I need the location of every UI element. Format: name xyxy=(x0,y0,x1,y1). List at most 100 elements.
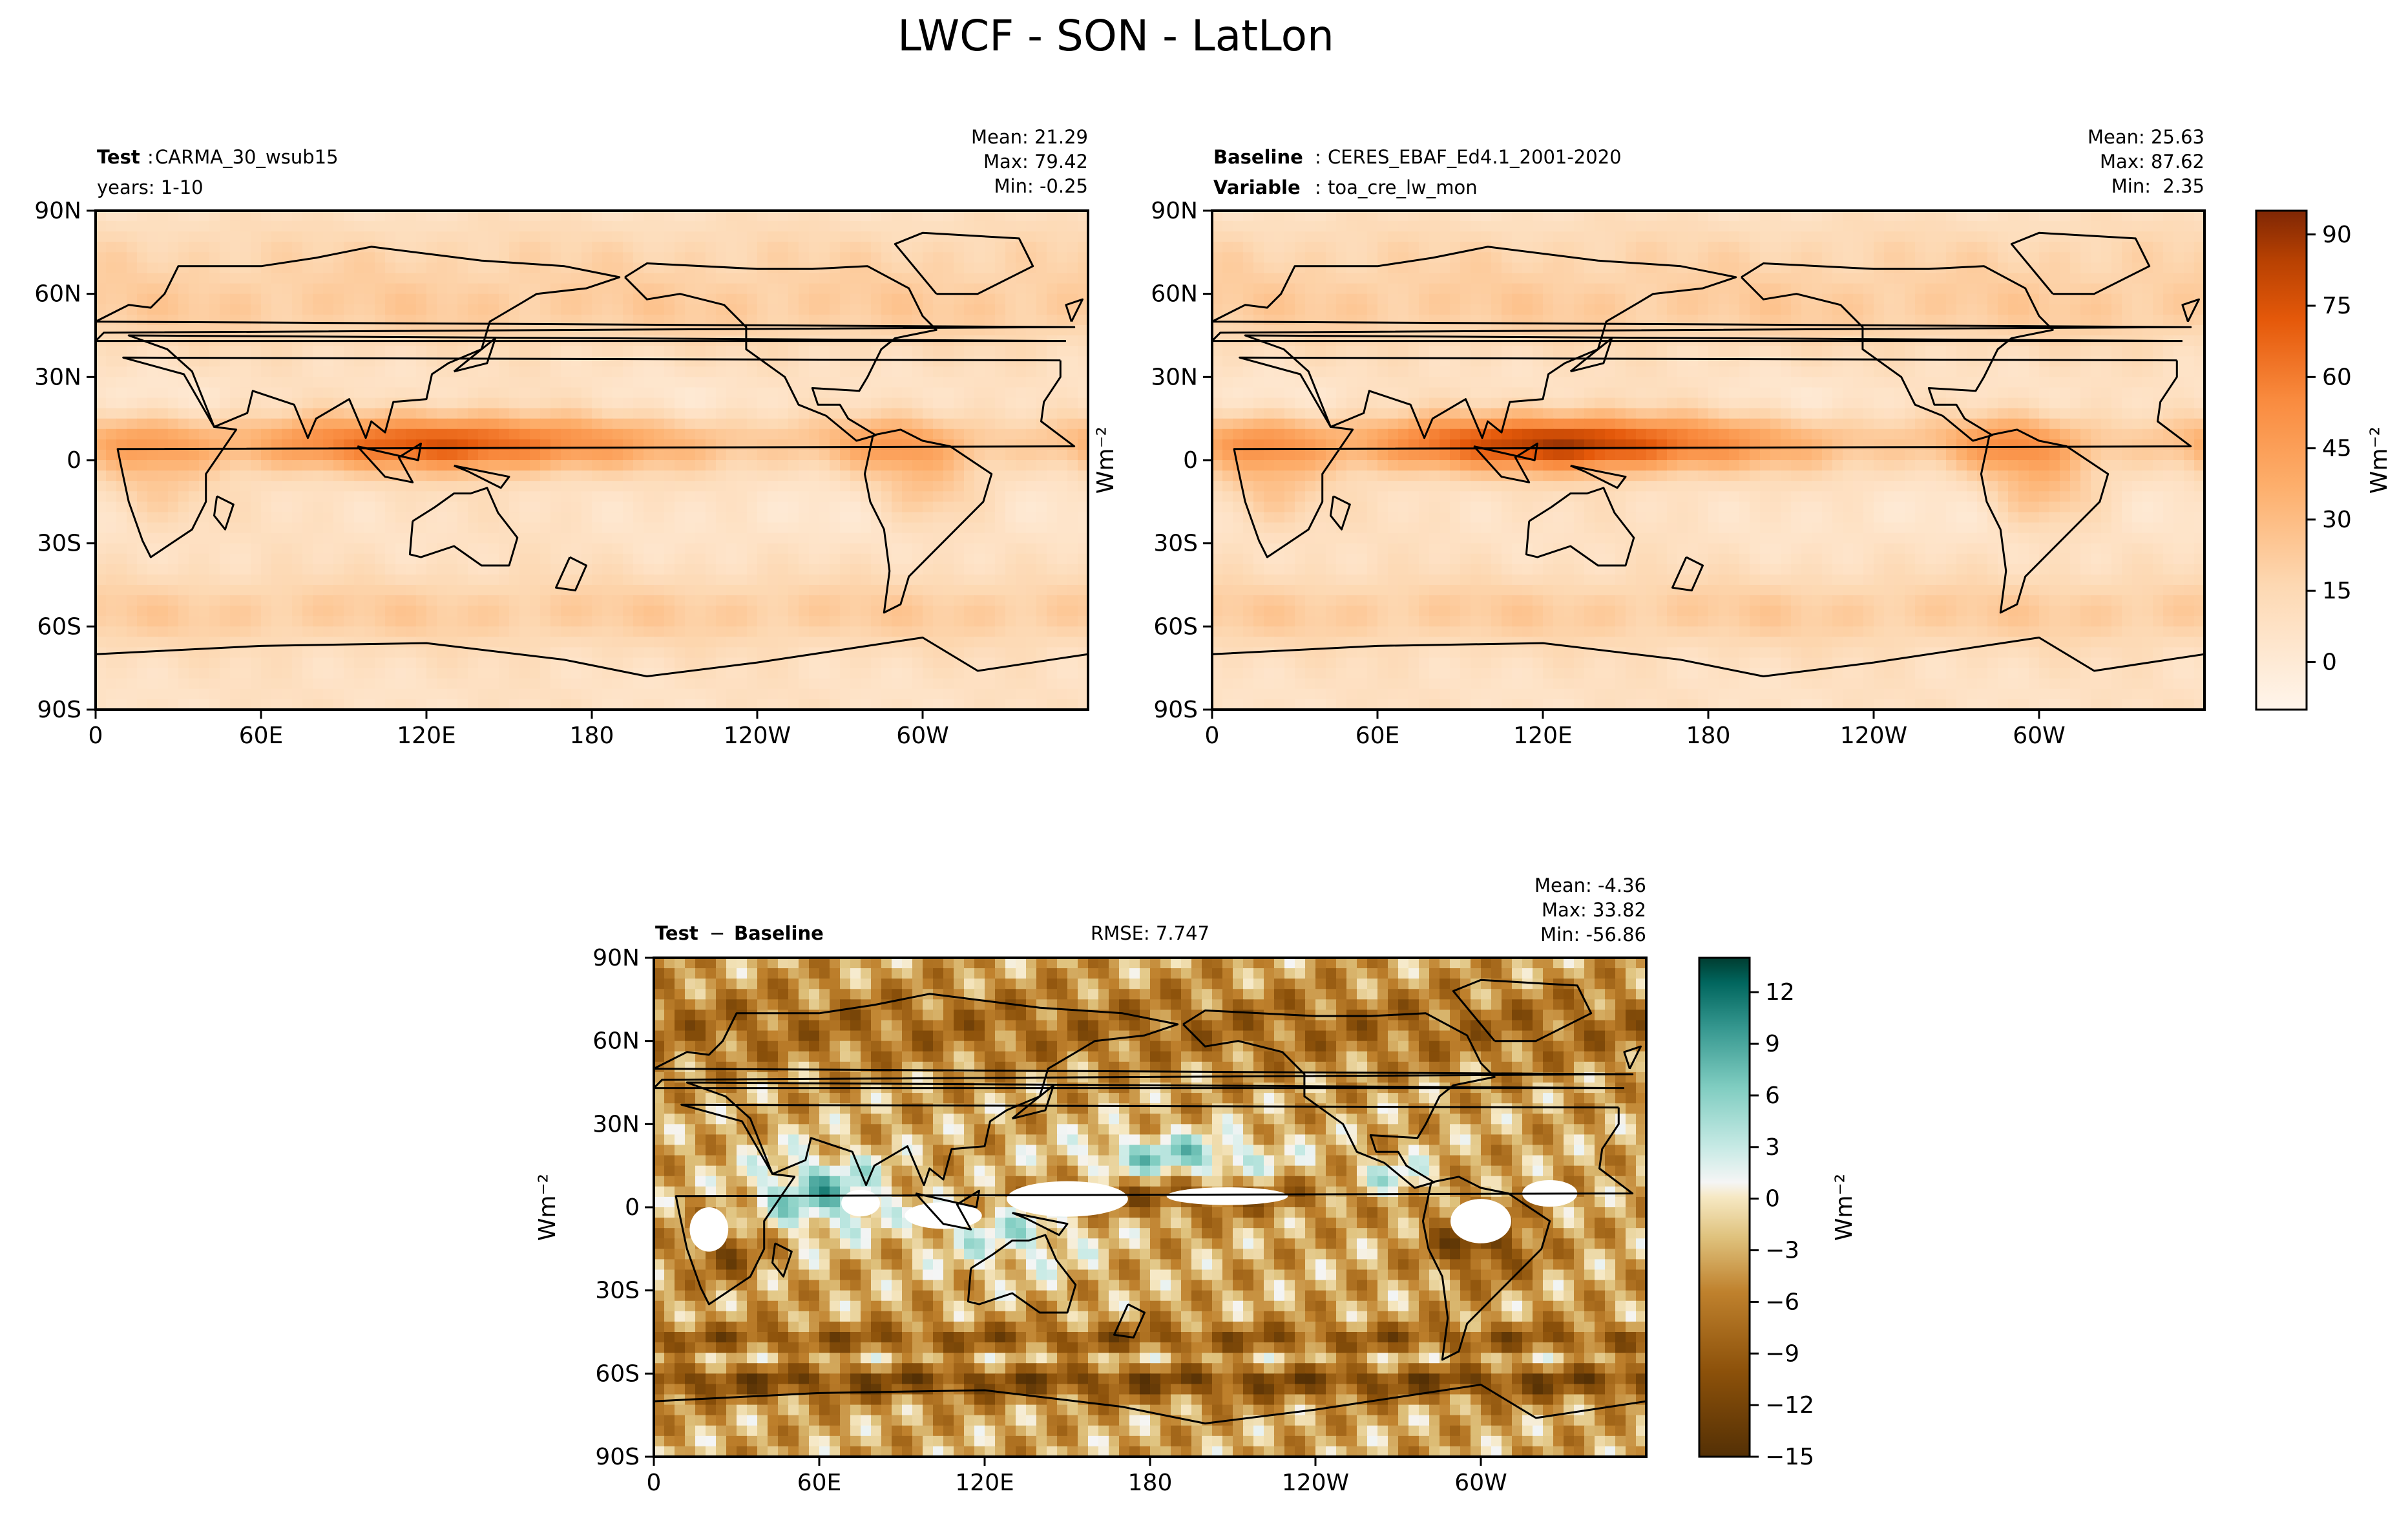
heatmap-cell xyxy=(416,293,427,305)
heatmap-cell xyxy=(871,564,882,575)
heatmap-cell xyxy=(1057,408,1068,419)
heatmap-cell xyxy=(747,606,758,617)
heatmap-cell xyxy=(623,262,634,274)
heatmap-cell xyxy=(540,668,551,679)
heatmap-cell xyxy=(302,699,313,710)
heatmap-cell xyxy=(799,533,810,544)
heatmap-cell xyxy=(1657,242,1668,253)
heatmap-cell xyxy=(954,533,965,544)
heatmap-cell xyxy=(251,418,262,430)
heatmap-cell xyxy=(892,595,903,606)
heatmap-cell xyxy=(137,231,148,242)
heatmap-cell xyxy=(1047,533,1058,544)
heatmap-cell xyxy=(623,512,634,523)
heatmap-cell xyxy=(137,439,148,450)
heatmap-cell xyxy=(354,304,365,315)
heatmap-cell xyxy=(261,211,272,222)
heatmap-cell xyxy=(912,242,923,253)
heatmap-cell xyxy=(685,439,696,450)
heatmap-cell xyxy=(788,564,799,575)
heatmap-cell xyxy=(757,616,768,628)
heatmap-cell xyxy=(323,491,334,503)
heatmap-cell xyxy=(633,637,644,648)
heatmap-cell xyxy=(540,304,551,315)
heatmap-cell xyxy=(178,574,189,586)
heatmap-cell xyxy=(540,366,551,378)
heatmap-cell xyxy=(695,397,706,409)
heatmap-cell xyxy=(892,616,903,628)
heatmap-cell xyxy=(457,273,468,284)
heatmap-cell xyxy=(2008,211,2019,222)
heatmap-cell xyxy=(116,242,127,253)
heatmap-cell xyxy=(447,346,458,357)
heatmap-cell xyxy=(974,533,985,544)
heatmap-cell xyxy=(1078,678,1088,690)
heatmap-cell xyxy=(385,283,396,295)
heatmap-cell xyxy=(1047,304,1058,315)
heatmap-cell xyxy=(313,397,324,409)
heatmap-cell xyxy=(478,533,489,544)
heatmap-cell xyxy=(954,449,965,461)
heatmap-cell xyxy=(530,221,541,232)
heatmap-cell xyxy=(954,460,965,471)
heatmap-cell xyxy=(302,273,313,284)
heatmap-cell xyxy=(1956,221,1967,232)
heatmap-cell xyxy=(809,252,820,264)
heatmap-cell xyxy=(240,231,251,242)
heatmap-cell xyxy=(364,470,375,481)
heatmap-cell xyxy=(540,637,551,648)
heatmap-cell xyxy=(168,293,179,305)
heatmap-cell xyxy=(426,221,437,232)
heatmap-cell xyxy=(1295,231,1306,242)
heatmap-cell xyxy=(654,481,665,492)
heatmap-cell xyxy=(778,688,789,700)
heatmap-cell xyxy=(726,678,737,690)
heatmap-cell xyxy=(261,377,272,388)
heatmap-cell xyxy=(912,252,923,264)
heatmap-cell xyxy=(178,449,189,461)
heatmap-cell xyxy=(1067,564,1078,575)
heatmap-cell xyxy=(189,366,200,378)
heatmap-cell xyxy=(778,460,789,471)
heatmap-cell xyxy=(447,387,458,399)
heatmap-cell xyxy=(664,428,675,440)
heatmap-cell xyxy=(768,346,779,357)
heatmap-cell xyxy=(1067,460,1078,471)
heatmap-cell xyxy=(840,512,851,523)
heatmap-cell xyxy=(178,491,189,503)
heatmap-cell xyxy=(209,304,220,315)
heatmap-cell xyxy=(344,585,355,596)
heatmap-cell xyxy=(788,574,799,586)
heatmap-cell xyxy=(457,242,468,253)
heatmap-cell xyxy=(943,585,954,596)
heatmap-cell xyxy=(1067,366,1078,378)
heatmap-cell xyxy=(964,314,975,326)
heatmap-cell xyxy=(840,231,851,242)
heatmap-cell xyxy=(1047,699,1058,710)
heatmap-cell xyxy=(850,502,861,513)
heatmap-cell xyxy=(1026,502,1037,513)
heatmap-cell xyxy=(127,377,138,388)
heatmap-cell xyxy=(664,211,675,222)
heatmap-cell xyxy=(685,418,696,430)
heatmap-cell xyxy=(747,460,758,471)
heatmap-cell xyxy=(964,543,975,555)
heatmap-cell xyxy=(147,428,158,440)
heatmap-cell xyxy=(1377,231,1388,242)
heatmap-cell xyxy=(819,346,830,357)
heatmap-cell xyxy=(943,668,954,679)
heatmap-cell xyxy=(282,574,293,586)
heatmap-cell xyxy=(158,221,169,232)
heatmap-cell xyxy=(819,481,830,492)
heatmap-cell xyxy=(147,481,158,492)
heatmap-cell xyxy=(768,533,779,544)
heatmap-cell xyxy=(1584,221,1595,232)
heatmap-cell xyxy=(323,606,334,617)
heatmap-cell xyxy=(561,366,572,378)
heatmap-cell xyxy=(943,262,954,274)
heatmap-cell xyxy=(664,688,675,700)
heatmap-cell xyxy=(571,460,582,471)
heatmap-cell xyxy=(158,626,169,638)
heatmap-cell xyxy=(726,688,737,700)
heatmap-cell xyxy=(261,314,272,326)
